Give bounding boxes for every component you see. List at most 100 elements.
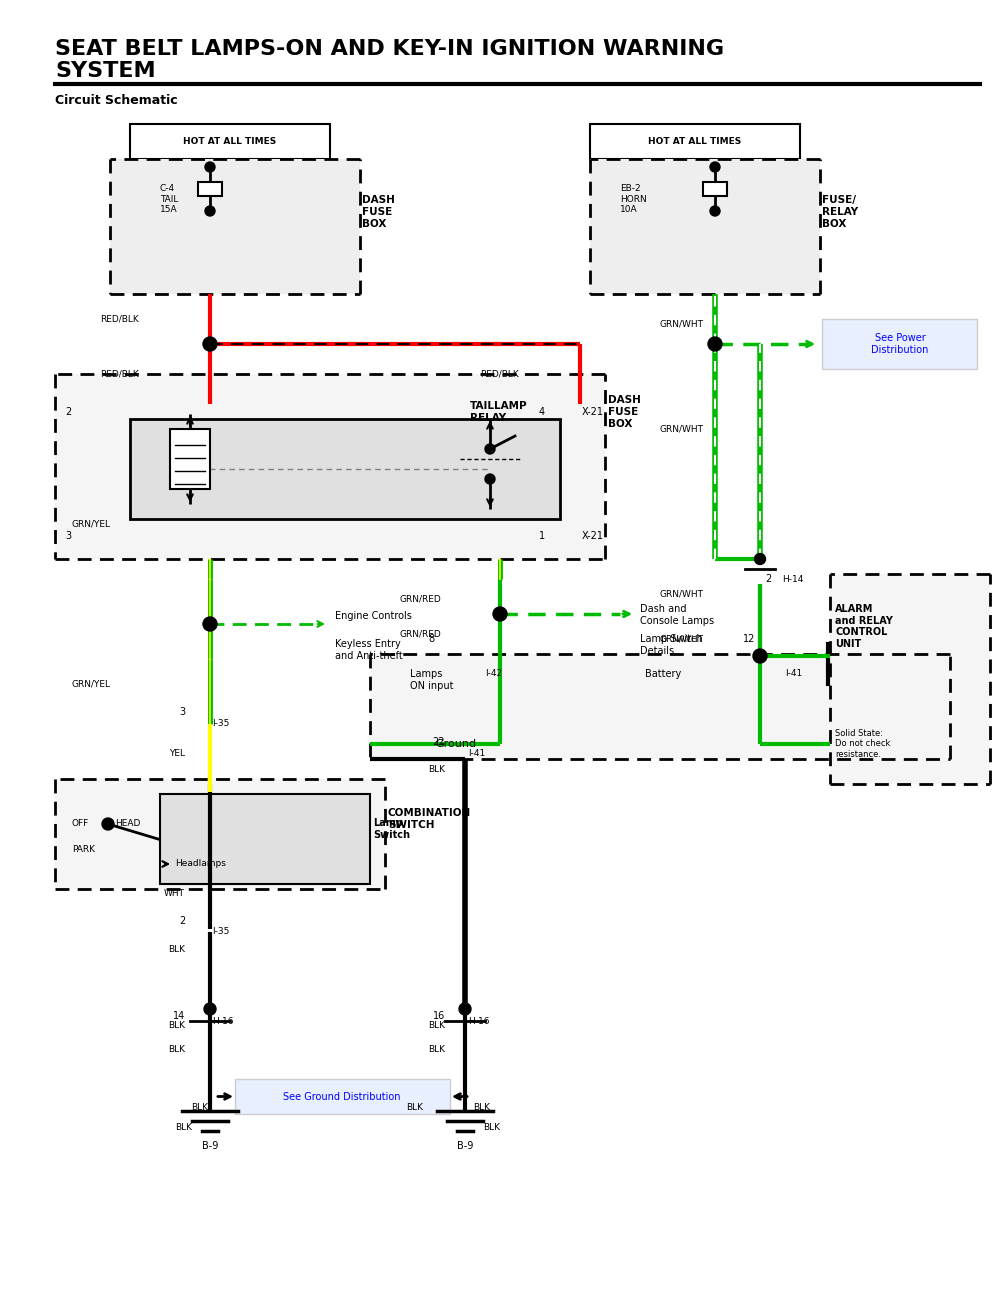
Text: H-14: H-14 [782, 575, 803, 584]
Text: 1: 1 [539, 531, 545, 541]
Text: HEAD: HEAD [115, 819, 140, 828]
Text: RED/BLK: RED/BLK [100, 314, 139, 324]
Circle shape [102, 818, 114, 829]
Text: DASH
FUSE
BOX: DASH FUSE BOX [608, 396, 641, 428]
Text: Engine Controls: Engine Controls [335, 611, 412, 621]
Circle shape [203, 336, 217, 351]
Text: BLK: BLK [474, 1102, 490, 1112]
Text: 16: 16 [433, 1011, 445, 1021]
Text: BLK: BLK [428, 1044, 445, 1053]
Text: I-35: I-35 [212, 719, 229, 729]
Text: X-21: X-21 [582, 408, 604, 417]
Text: GRN/YEL: GRN/YEL [72, 519, 111, 528]
Text: SEAT BELT LAMPS-ON AND KEY-IN IGNITION WARNING
SYSTEM: SEAT BELT LAMPS-ON AND KEY-IN IGNITION W… [55, 39, 724, 80]
Text: WHT: WHT [164, 889, 185, 898]
Bar [160, 795, 370, 884]
Text: B-9: B-9 [457, 1141, 473, 1150]
Bar [822, 320, 977, 369]
Text: GRN/YEL: GRN/YEL [72, 679, 111, 688]
Bar [590, 159, 820, 294]
Text: I-41: I-41 [785, 669, 802, 678]
Bar [370, 653, 950, 760]
Circle shape [459, 1003, 471, 1014]
Circle shape [710, 206, 720, 216]
Bar [198, 182, 222, 195]
Text: GRN/WHT: GRN/WHT [660, 320, 704, 329]
Text: Ground: Ground [435, 739, 476, 749]
Text: 2: 2 [765, 575, 771, 584]
Text: GRN/WHT: GRN/WHT [660, 590, 704, 599]
Text: Battery: Battery [645, 669, 681, 679]
Circle shape [708, 336, 722, 351]
Text: Dash and
Console Lamps: Dash and Console Lamps [640, 604, 714, 625]
Bar [130, 419, 560, 519]
Bar [130, 124, 330, 159]
Text: DASH
FUSE
BOX: DASH FUSE BOX [362, 195, 395, 229]
Text: GRN/WHT: GRN/WHT [660, 634, 704, 643]
Circle shape [710, 162, 720, 172]
Text: H-16: H-16 [212, 1017, 234, 1026]
Text: 8: 8 [429, 634, 435, 644]
Text: RED/BLK: RED/BLK [100, 370, 139, 379]
Bar [55, 779, 385, 889]
Text: 14: 14 [173, 1011, 185, 1021]
Text: Lamp
Switch: Lamp Switch [373, 818, 410, 840]
Text: HOT AT ALL TIMES: HOT AT ALL TIMES [648, 137, 742, 146]
Text: Headlamps: Headlamps [175, 859, 226, 868]
Bar [55, 374, 605, 559]
Text: COMBINATION
SWITCH: COMBINATION SWITCH [388, 809, 471, 829]
Text: Keyless Entry
and Anti-theft: Keyless Entry and Anti-theft [335, 639, 403, 661]
Text: Circuit Schematic: Circuit Schematic [55, 94, 178, 107]
Circle shape [485, 444, 495, 454]
Circle shape [205, 162, 215, 172]
Text: GRN/RED: GRN/RED [400, 629, 442, 638]
Text: 4: 4 [539, 408, 545, 417]
Text: OFF: OFF [72, 819, 89, 828]
Text: 2: 2 [179, 916, 185, 927]
Text: I-41: I-41 [468, 749, 485, 758]
Text: BLK: BLK [168, 945, 185, 954]
Text: EB-2
HORN
10A: EB-2 HORN 10A [620, 184, 647, 214]
Circle shape [753, 650, 767, 663]
Bar [590, 124, 800, 159]
Text: See Ground Distribution: See Ground Distribution [283, 1092, 401, 1101]
Text: 22: 22 [432, 738, 445, 747]
Text: YEL: YEL [169, 749, 185, 758]
Text: BLK: BLK [428, 1021, 445, 1030]
Circle shape [204, 1003, 216, 1014]
Text: 12: 12 [743, 634, 755, 644]
Text: BLK: BLK [483, 1122, 500, 1131]
Text: Lamp Switch
Details: Lamp Switch Details [640, 634, 703, 656]
Text: GRN/WHT: GRN/WHT [660, 424, 704, 433]
Text: FUSE/
RELAY
BOX: FUSE/ RELAY BOX [822, 195, 858, 229]
Text: Lamps
ON input: Lamps ON input [410, 669, 453, 691]
Text: BLK: BLK [192, 1102, 208, 1112]
Text: 3: 3 [65, 531, 71, 541]
Text: C-4
TAIL
15A: C-4 TAIL 15A [160, 184, 178, 214]
Bar [170, 430, 210, 489]
Text: GRN/RED: GRN/RED [400, 594, 442, 603]
Text: X-21: X-21 [582, 531, 604, 541]
Circle shape [485, 474, 495, 484]
Text: TAILLAMP
RELAY: TAILLAMP RELAY [470, 401, 528, 423]
Text: PARK: PARK [72, 845, 95, 854]
Text: BLK: BLK [175, 1122, 192, 1131]
Circle shape [203, 617, 217, 631]
Text: I-35: I-35 [212, 928, 229, 937]
Bar [110, 159, 360, 294]
Text: BLK: BLK [168, 1044, 185, 1053]
Text: BLK: BLK [168, 1021, 185, 1030]
Text: ALARM
and RELAY
CONTROL
UNIT: ALARM and RELAY CONTROL UNIT [835, 604, 893, 648]
Text: Solid State:
Do not check
resistance.: Solid State: Do not check resistance. [835, 729, 890, 758]
Text: BLK: BLK [428, 765, 445, 774]
Text: RED/BLK: RED/BLK [480, 370, 519, 379]
Text: 2: 2 [65, 408, 71, 417]
Text: HOT AT ALL TIMES: HOT AT ALL TIMES [183, 137, 277, 146]
Text: BLK: BLK [407, 1102, 424, 1112]
Bar [703, 182, 727, 195]
Text: H-16: H-16 [468, 1017, 490, 1026]
Bar [235, 1079, 450, 1114]
Circle shape [493, 607, 507, 621]
Text: I-42: I-42 [485, 669, 502, 678]
Text: 3: 3 [179, 707, 185, 717]
